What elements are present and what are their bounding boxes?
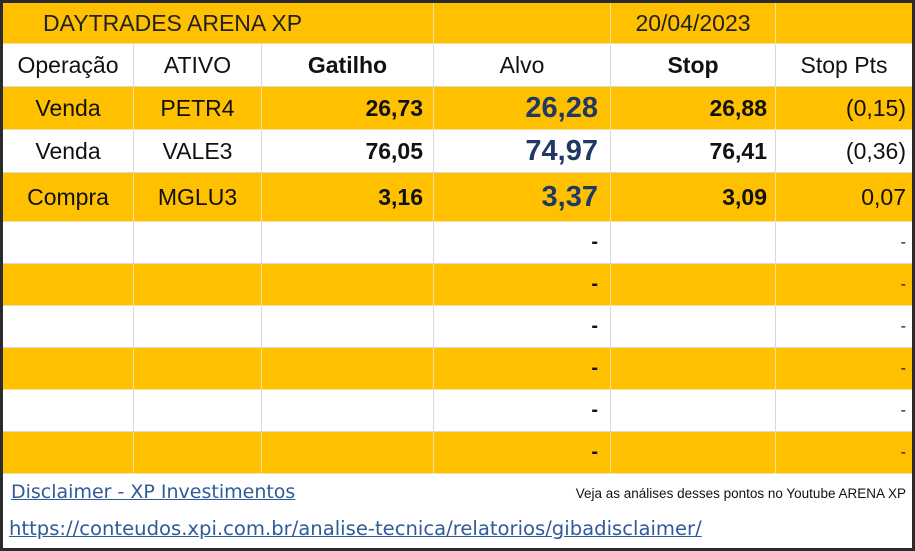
header-gatilho[interactable]: Gatilho (262, 44, 434, 87)
table-row: Venda VALE3 76,05 74,97 76,41 (0,36) (3, 130, 912, 173)
title-blank-cell-2[interactable] (776, 3, 912, 44)
cell-ativo[interactable]: MGLU3 (134, 173, 262, 222)
cell-alvo[interactable]: 74,97 (434, 130, 611, 173)
cell-ativo[interactable]: PETR4 (134, 87, 262, 130)
header-alvo[interactable]: Alvo (434, 44, 611, 87)
table-row: - - (3, 348, 912, 390)
cell-alvo[interactable]: - (434, 306, 611, 348)
cell-gatilho[interactable]: 26,73 (262, 87, 434, 130)
cell-ativo[interactable] (134, 348, 262, 390)
disclaimer-link[interactable]: Disclaimer - XP Investimentos (11, 481, 296, 503)
cell-stop-pts[interactable]: - (776, 390, 912, 432)
cell-stop[interactable] (611, 432, 776, 474)
cell-stop-pts[interactable]: - (776, 306, 912, 348)
report-date[interactable]: 20/04/2023 (611, 3, 776, 44)
title-blank-cell[interactable] (434, 3, 611, 44)
cell-gatilho[interactable]: 3,16 (262, 173, 434, 222)
cell-operacao[interactable]: Compra (3, 173, 134, 222)
cell-alvo[interactable]: - (434, 390, 611, 432)
cell-alvo[interactable]: - (434, 432, 611, 474)
cell-gatilho[interactable] (262, 390, 434, 432)
table-row: - - (3, 432, 912, 474)
cell-stop[interactable] (611, 306, 776, 348)
cell-stop-pts[interactable]: - (776, 432, 912, 474)
cell-gatilho[interactable]: 76,05 (262, 130, 434, 173)
cell-operacao[interactable] (3, 390, 134, 432)
cell-stop-pts[interactable]: - (776, 348, 912, 390)
cell-gatilho[interactable] (262, 306, 434, 348)
table-row: Venda PETR4 26,73 26,28 26,88 (0,15) (3, 87, 912, 130)
cell-alvo[interactable]: - (434, 264, 611, 306)
header-stop[interactable]: Stop (611, 44, 776, 87)
cell-stop-pts[interactable]: (0,15) (776, 87, 912, 130)
cell-ativo[interactable] (134, 432, 262, 474)
cell-gatilho[interactable] (262, 348, 434, 390)
cell-ativo[interactable] (134, 390, 262, 432)
cell-stop-pts[interactable]: - (776, 264, 912, 306)
cell-operacao[interactable]: Venda (3, 130, 134, 173)
cell-operacao[interactable] (3, 432, 134, 474)
cell-gatilho[interactable] (262, 222, 434, 264)
footer-row: Disclaimer - XP Investimentos Veja as an… (3, 474, 912, 511)
cell-ativo[interactable] (134, 264, 262, 306)
url-link[interactable]: https://conteudos.xpi.com.br/analise-tec… (9, 517, 702, 540)
cell-stop-pts[interactable]: - (776, 222, 912, 264)
spreadsheet: DAYTRADES ARENA XP 20/04/2023 Operação A… (3, 3, 912, 548)
cell-gatilho[interactable] (262, 264, 434, 306)
cell-ativo[interactable]: VALE3 (134, 130, 262, 173)
table-row: - - (3, 306, 912, 348)
cell-stop[interactable] (611, 222, 776, 264)
cell-gatilho[interactable] (262, 432, 434, 474)
cell-stop[interactable] (611, 348, 776, 390)
cell-operacao[interactable] (3, 264, 134, 306)
cell-stop-pts[interactable]: (0,36) (776, 130, 912, 173)
title-row: DAYTRADES ARENA XP 20/04/2023 (3, 3, 912, 44)
table-row: - - (3, 222, 912, 264)
url-row: https://conteudos.xpi.com.br/analise-tec… (3, 511, 912, 548)
cell-stop[interactable] (611, 390, 776, 432)
cell-stop-pts[interactable]: 0,07 (776, 173, 912, 222)
cell-ativo[interactable] (134, 222, 262, 264)
cell-alvo[interactable]: - (434, 348, 611, 390)
cell-alvo[interactable]: 3,37 (434, 173, 611, 222)
header-operacao[interactable]: Operação (3, 44, 134, 87)
cell-operacao[interactable]: Venda (3, 87, 134, 130)
cell-stop[interactable]: 76,41 (611, 130, 776, 173)
header-row: Operação ATIVO Gatilho Alvo Stop Stop Pt… (3, 44, 912, 87)
youtube-note: Veja as análises desses pontos no Youtub… (575, 486, 906, 501)
cell-operacao[interactable] (3, 306, 134, 348)
cell-stop[interactable]: 26,88 (611, 87, 776, 130)
cell-alvo[interactable]: - (434, 222, 611, 264)
cell-operacao[interactable] (3, 348, 134, 390)
table-row: Compra MGLU3 3,16 3,37 3,09 0,07 (3, 173, 912, 222)
cell-alvo[interactable]: 26,28 (434, 87, 611, 130)
sheet-title[interactable]: DAYTRADES ARENA XP (3, 3, 434, 44)
cell-stop[interactable] (611, 264, 776, 306)
header-stop-pts[interactable]: Stop Pts (776, 44, 912, 87)
table-row: - - (3, 264, 912, 306)
cell-operacao[interactable] (3, 222, 134, 264)
table-row: - - (3, 390, 912, 432)
cell-ativo[interactable] (134, 306, 262, 348)
cell-stop[interactable]: 3,09 (611, 173, 776, 222)
header-ativo[interactable]: ATIVO (134, 44, 262, 87)
